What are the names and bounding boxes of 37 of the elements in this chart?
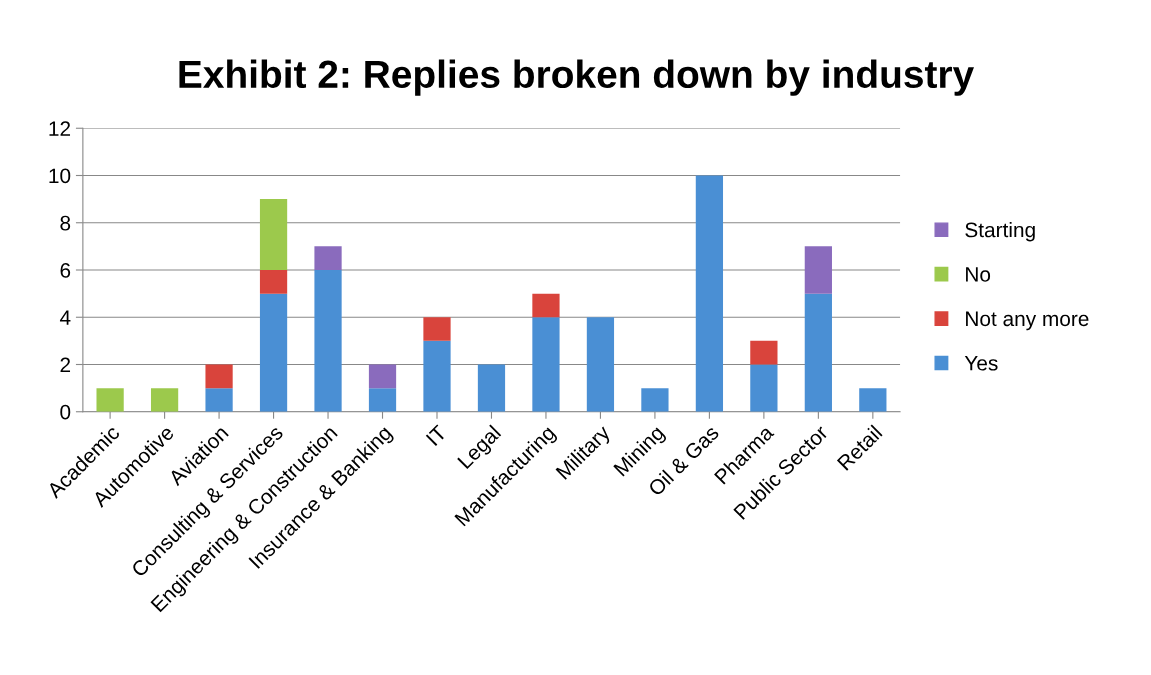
bar (259, 293, 288, 412)
bar (641, 388, 669, 412)
bar (259, 199, 288, 270)
bar (804, 293, 832, 412)
bar (205, 388, 233, 412)
bar (259, 270, 288, 294)
bar (804, 246, 832, 294)
y-tick-label: 6 (60, 263, 71, 278)
bar (423, 317, 451, 341)
legend-label: No (966, 267, 991, 282)
bar (423, 340, 451, 412)
y-tick-label: 8 (60, 215, 71, 231)
legend-label: Yes (964, 356, 998, 371)
y-tick-label: 0 (60, 404, 71, 420)
y-tick-label: 10 (49, 168, 71, 184)
x-tick-label: IT (425, 424, 448, 446)
bar (532, 293, 560, 318)
bar (314, 270, 342, 412)
bar (859, 388, 887, 412)
bar (150, 388, 179, 412)
y-tick-label: 4 (59, 310, 71, 325)
bar (368, 364, 397, 389)
bar (695, 175, 724, 412)
bar (750, 340, 778, 365)
y-tick-label: 12 (49, 121, 71, 136)
legend-label: Starting (965, 222, 1035, 242)
bar (314, 246, 342, 270)
legend-label: Not any more (966, 311, 1089, 331)
chart-title: Exhibit 2: Replies broken down by industry (179, 59, 974, 96)
bar (368, 388, 397, 412)
bar (96, 388, 124, 412)
bar (532, 317, 560, 412)
bar (205, 364, 233, 389)
bar (586, 317, 615, 412)
bar (477, 364, 506, 412)
bar (750, 364, 778, 412)
y-tick-label: 2 (60, 357, 71, 373)
